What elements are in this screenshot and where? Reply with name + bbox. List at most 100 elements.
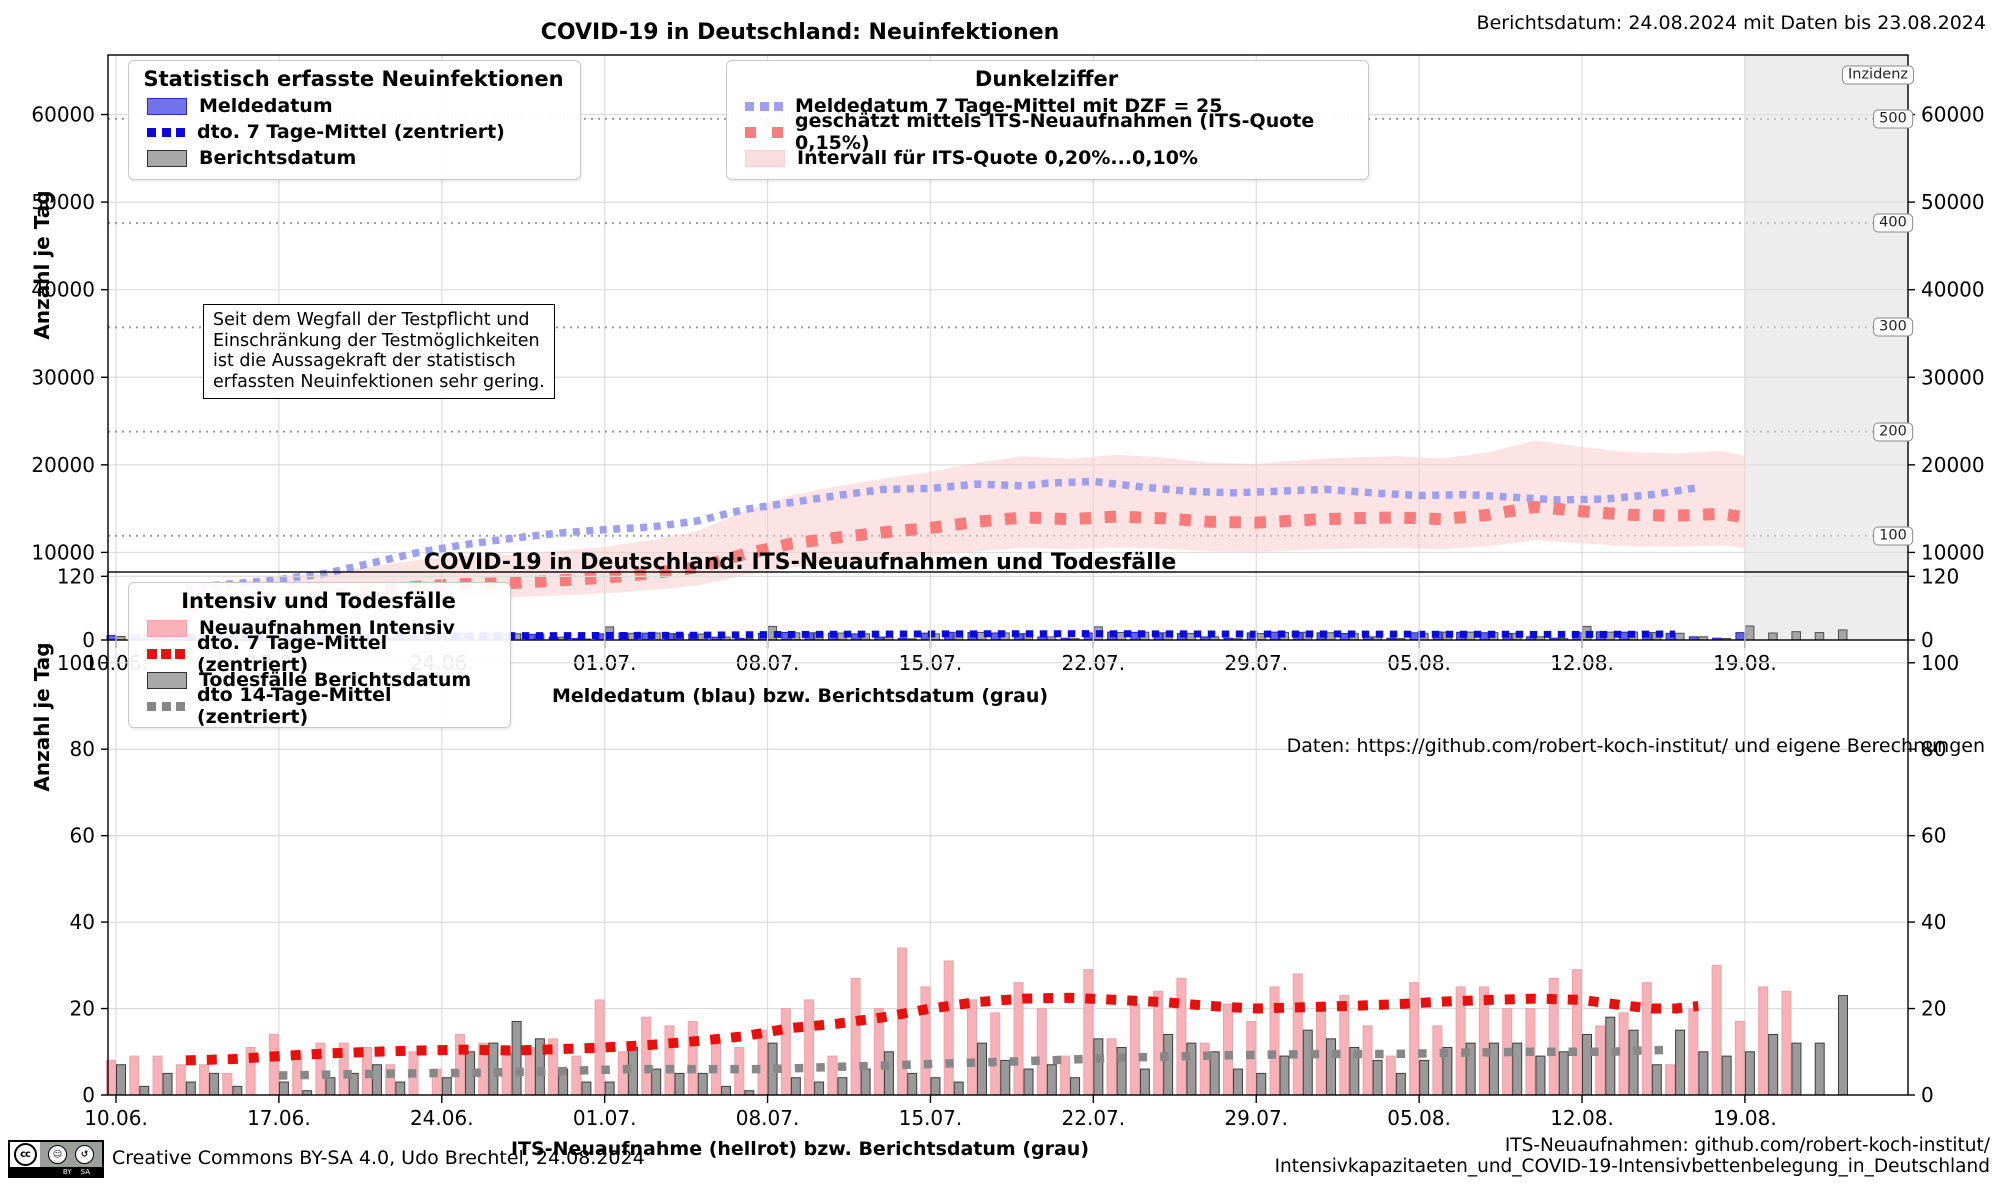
cc-logo: cc: [10, 1142, 40, 1167]
its-neuaufnahmen-bar: [687, 1021, 698, 1096]
todesfaelle-bar: [209, 1072, 220, 1096]
tick-label: 100: [57, 651, 95, 675]
tick-label: 50000: [31, 190, 95, 214]
its-bar-swatch: [147, 619, 187, 637]
cc-logo-circle: cc: [13, 1143, 37, 1166]
its-neuaufnahmen-bar: [1781, 990, 1792, 1096]
todesfaelle-bar: [1256, 1072, 1267, 1096]
chart2-title: COVID-19 in Deutschland: ITS-Neuaufnahme…: [423, 550, 1177, 575]
legend-dunkelziffer: Dunkelziffer Meldedatum 7 Tage-Mittel mi…: [726, 60, 1369, 180]
tick-label: 60: [1921, 824, 1946, 848]
its-neuaufnahmen-bar: [1106, 1038, 1117, 1096]
tick-label: 24.06.: [410, 1106, 474, 1130]
berichtsdatum-bar: [1768, 632, 1778, 641]
its-neuaufnahmen-bar: [827, 1055, 838, 1096]
legend-item-label: Meldedatum 7 Tage-Mittel mit DZF = 25: [795, 95, 1223, 117]
todesfaelle-bar: [1721, 1055, 1732, 1096]
its-neuaufnahmen-bar: [617, 1051, 628, 1096]
todesfaelle-bar: [1512, 1042, 1523, 1096]
meldedatum-bar: [1270, 631, 1280, 641]
tick-label: 60000: [31, 103, 95, 127]
its-neuaufnahmen-bar: [455, 1033, 466, 1096]
todesfaelle-bar: [441, 1077, 452, 1096]
its-neuaufnahmen-bar: [175, 1064, 186, 1096]
its-neuaufnahmen-bar: [129, 1055, 140, 1096]
todesfaelle-bar: [1628, 1029, 1639, 1096]
tick-label: 100: [1921, 651, 1959, 675]
todesfaelle-bar: [1837, 995, 1848, 1096]
todesfaelle-bar: [1768, 1033, 1779, 1096]
todesfaelle-bar: [511, 1021, 522, 1096]
its-neuaufnahmen-bar: [757, 1029, 768, 1096]
todesfaelle-bar: [1814, 1042, 1825, 1096]
its-neuaufnahmen-bar: [1432, 1025, 1443, 1096]
its-neuaufnahmen-bar: [501, 1051, 512, 1096]
tick-label: 10.06.: [84, 1106, 148, 1130]
tick-label: 30000: [31, 365, 95, 389]
its-neuaufnahmen-bar: [1758, 986, 1769, 1096]
its-neuaufnahmen-bar: [1734, 1021, 1745, 1096]
todesfaelle-bar: [1326, 1038, 1337, 1096]
todesfaelle-bar: [860, 1068, 871, 1096]
tick-label: 60: [70, 824, 95, 848]
license-text: Creative Commons BY-SA 4.0, Udo Brechtel…: [112, 1147, 645, 1169]
report-date-note: Berichtsdatum: 24.08.2024 mit Daten bis …: [1476, 12, 1986, 34]
its-neuaufnahmen-bar: [571, 1055, 582, 1096]
legend-item-label: Meldedatum: [199, 95, 333, 117]
todesfaelle-bar: [1046, 1064, 1057, 1096]
legend-item-its-mittel: dto. 7 Tage-Mittel (zentriert): [141, 632, 496, 676]
tick-label: 40: [70, 910, 95, 934]
todesfaelle-bar: [116, 1064, 126, 1096]
its-neuaufnahmen-bar: [1129, 1003, 1140, 1096]
tick-label: 60000: [1921, 103, 1985, 127]
tick-label: 50000: [1921, 190, 1985, 214]
todesfaelle-bar: [371, 1064, 382, 1096]
its-neuaufnahmen-bar: [1641, 982, 1652, 1096]
incidence-axis-title: Inzidenz: [1841, 65, 1915, 85]
todesfaelle-bar: [581, 1081, 592, 1096]
legend-item-meldedatum: Meldedatum: [141, 93, 566, 119]
todesfaelle-bar: [1744, 1051, 1755, 1096]
todesfaelle-bar: [883, 1051, 894, 1096]
todesfaelle-bar: [1302, 1029, 1313, 1096]
todesfaelle-bar: [1698, 1051, 1709, 1096]
legend-item-interval: Intervall für ITS-Quote 0,20%...0,10%: [739, 145, 1354, 171]
tick-label: 15.07.: [899, 1106, 963, 1130]
todesfaelle-bar: [1791, 1042, 1802, 1096]
death-bar-swatch: [147, 671, 187, 689]
death-mean-swatch: [147, 699, 185, 714]
legend-item-label: Intervall für ITS-Quote 0,20%...0,10%: [797, 147, 1198, 169]
its-neuaufnahmen-bar: [594, 999, 605, 1096]
tick-label: 20000: [1921, 453, 1985, 477]
cc-by-person-icon: ☺: [48, 1145, 67, 1164]
dzf-7t-mittel-line: [185, 477, 1699, 592]
todesfaelle-bar: [278, 1081, 289, 1096]
its-estimate-swatch: [745, 125, 783, 140]
meldedatum-bar: [1735, 632, 1745, 641]
tick-label: 08.07.: [736, 1106, 800, 1130]
legend-item-dzf: Meldedatum 7 Tage-Mittel mit DZF = 25: [739, 93, 1354, 119]
tick-label: 40: [1921, 910, 1946, 934]
incidence-value-box: 500: [1873, 109, 1913, 129]
todesfaelle-bar: [651, 1068, 662, 1096]
incidence-value-box: 200: [1873, 422, 1913, 442]
todesfaelle-bar: [953, 1081, 964, 1096]
todesfaelle-bar: [162, 1072, 173, 1096]
meldedatum-bar: [1339, 633, 1350, 641]
its-neuaufnahmen-bar: [850, 977, 861, 1096]
todesfaelle-bar: [1372, 1059, 1383, 1096]
legend-item-label: Todesfälle Berichtsdatum: [199, 669, 472, 691]
its-neuaufnahmen-bar: [1362, 1025, 1373, 1096]
berichtsdatum-bar: [1744, 625, 1755, 641]
its-neuaufnahmen-bar: [1595, 1025, 1606, 1096]
todesfaelle-bar: [139, 1085, 150, 1096]
berichtsdatum-swatch: [147, 149, 187, 167]
todesfaelle-bar: [1419, 1059, 1430, 1096]
its-neuaufnahmen-bar: [1385, 1055, 1396, 1096]
its-neuaufnahmen-bar: [1176, 977, 1187, 1096]
tick-label: 10000: [1921, 540, 1985, 564]
tick-label: 10000: [31, 540, 95, 564]
meldedatum-swatch: [147, 97, 187, 115]
berichtsdatum-bar: [1326, 632, 1336, 641]
